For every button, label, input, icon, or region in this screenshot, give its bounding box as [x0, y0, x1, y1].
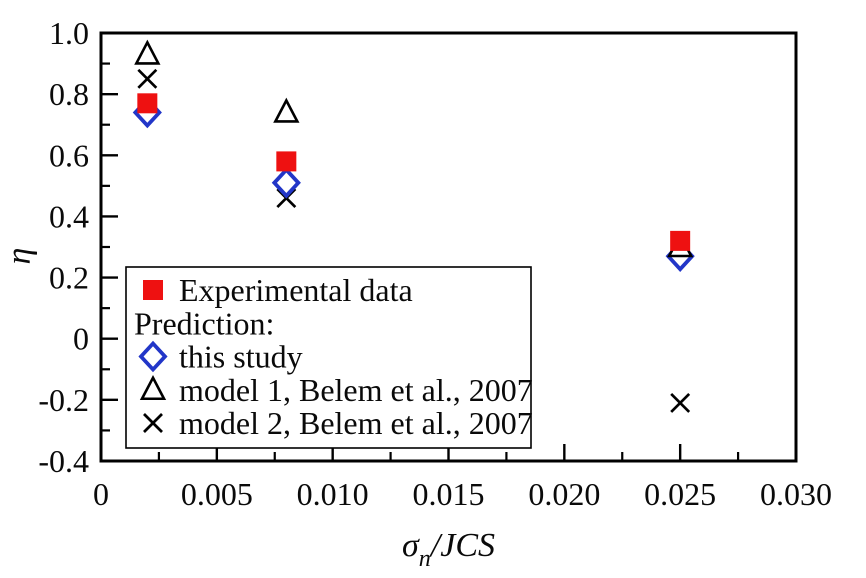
marker-square-filled [143, 280, 163, 300]
y-tick-label: 0.6 [49, 137, 89, 173]
series-2 [134, 39, 694, 258]
legend-row: Prediction: [134, 305, 274, 341]
legend-row: model 2, Belem et al., 2007 [143, 405, 533, 441]
y-tick-label: -0.4 [38, 443, 89, 479]
marker-x-cross [143, 413, 163, 433]
legend-box [125, 266, 532, 449]
x-tick-label: 0.025 [644, 476, 716, 512]
y-tick-label: 0.2 [49, 260, 89, 296]
x-tick-label: 0.015 [413, 476, 485, 512]
y-tick-label: -0.2 [38, 382, 89, 418]
marker-diamond-open [271, 166, 301, 199]
marker-square-filled [276, 151, 297, 172]
x-axis: 0 0.005 0.010 0.015 0.020 0.025 0.030 [93, 444, 832, 512]
marker-square-filled [670, 230, 691, 251]
marker-x-cross [137, 68, 158, 89]
series-0 [137, 93, 691, 251]
marker-square-filled [137, 93, 158, 114]
y-tick-label: 1.0 [49, 15, 89, 51]
legend-label: Experimental data [179, 272, 413, 308]
legend-row: model 1, Belem et al., 2007 [139, 372, 533, 408]
y-tick-label: 0.4 [49, 198, 89, 234]
x-axis-title: σn/JCS [402, 527, 495, 572]
series-1 [132, 96, 695, 272]
x-tick-label: 0.030 [760, 476, 832, 512]
x-tick-label: 0.020 [528, 476, 600, 512]
legend-label: Prediction: [134, 305, 274, 341]
y-tick-label: 0 [73, 321, 89, 357]
marker-diamond-open [138, 340, 168, 373]
x-tick-label: 0.005 [181, 476, 253, 512]
marker-x-cross [670, 392, 691, 413]
y-tick-label: 0.8 [49, 76, 89, 112]
marker-triangle-open [139, 374, 167, 401]
x-tick-label: 0 [93, 476, 109, 512]
x-tick-label: 0.010 [297, 476, 369, 512]
legend-row: Experimental data [143, 272, 413, 308]
y-axis-title: η [1, 248, 38, 265]
legend-label: this study [179, 339, 303, 375]
legend-label: model 1, Belem et al., 2007 [179, 372, 533, 408]
marker-triangle-open [273, 97, 300, 123]
y-axis: 1.0 0.8 0.6 0.4 0.2 0 -0.2 -0.4 [38, 15, 118, 479]
marker-triangle-open [134, 39, 161, 65]
legend-row: this study [138, 339, 303, 375]
legend-label: model 2, Belem et al., 2007 [179, 405, 533, 441]
